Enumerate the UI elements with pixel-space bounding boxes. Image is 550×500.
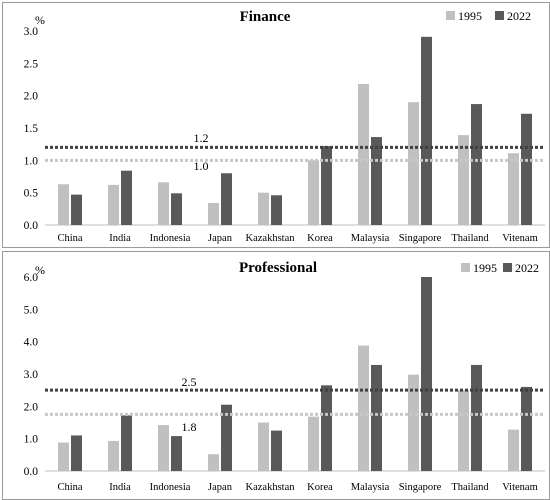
- ref-line-label-1995: 1.0: [194, 159, 209, 173]
- bar-2022-singapore: [421, 36, 432, 225]
- y-tick-label: 0.0: [24, 466, 39, 478]
- y-tick-label: 1.5: [24, 123, 39, 135]
- bar-1995-malaysia: [358, 345, 369, 471]
- legend-swatch-2022: [503, 263, 512, 272]
- chart-title: Professional: [239, 260, 317, 276]
- bar-1995-singapore: [408, 374, 419, 471]
- bar-1995-malaysia: [358, 84, 369, 225]
- bar-2022-japan: [221, 173, 232, 225]
- bar-2022-japan: [221, 404, 232, 471]
- y-tick-label: 1.0: [24, 434, 39, 446]
- bar-1995-india: [108, 440, 119, 471]
- x-category-label: Vitenam: [502, 482, 538, 493]
- x-category-label: Vitenam: [502, 233, 538, 244]
- x-category-label: China: [57, 233, 82, 244]
- legend-swatch-1995: [446, 11, 455, 20]
- bar-2022-kazakhstan: [271, 430, 282, 471]
- legend-label-2022: 2022: [507, 9, 531, 23]
- bar-1995-vitenam: [508, 153, 519, 225]
- bar-2022-vitenam: [521, 386, 532, 471]
- bar-1995-indonesia: [158, 425, 169, 471]
- ref-line-label-1995: 1.8: [182, 420, 197, 434]
- x-category-label: Kazakhstan: [246, 482, 296, 493]
- x-category-label: Malaysia: [351, 233, 390, 244]
- y-tick-label: 3.0: [24, 26, 39, 38]
- x-category-label: Thailand: [451, 233, 489, 244]
- legend-swatch-2022: [495, 11, 504, 20]
- x-category-label: Indonesia: [150, 482, 191, 493]
- x-category-label: Kazakhstan: [246, 233, 296, 244]
- x-category-label: Korea: [307, 482, 333, 493]
- x-category-label: Malaysia: [351, 482, 390, 493]
- x-category-label: Singapore: [399, 233, 442, 244]
- x-category-label: India: [109, 482, 131, 493]
- bar-2022-china: [71, 435, 82, 471]
- bar-1995-kazakhstan: [258, 192, 269, 225]
- bar-1995-indonesia: [158, 182, 169, 225]
- y-tick-label: 0.5: [24, 188, 39, 200]
- bar-2022-india: [121, 415, 132, 471]
- bar-2022-malaysia: [371, 364, 382, 471]
- bar-1995-japan: [208, 454, 219, 471]
- y-tick-label: 2.5: [24, 58, 39, 70]
- y-tick-label: 1.0: [24, 155, 39, 167]
- y-tick-label: 0.0: [24, 220, 39, 232]
- bar-2022-china: [71, 194, 82, 225]
- bar-2022-thailand: [471, 104, 482, 225]
- y-tick-label: 6.0: [24, 272, 39, 284]
- legend-swatch-1995: [461, 263, 470, 272]
- bar-2022-kazakhstan: [271, 195, 282, 225]
- bar-1995-korea: [308, 160, 319, 225]
- x-category-label: Thailand: [451, 482, 489, 493]
- professional-chart: 0.0 1.0 2.0 3.0 4.0 5.0 6.0 China India Indonesia…: [24, 260, 545, 493]
- finance-chart: 0.0 0.5 1.0 1.5 2.0 2.5 3.0 China India Indonesia…: [24, 9, 545, 244]
- y-tick-label: 4.0: [24, 337, 39, 349]
- bar-2022-korea: [321, 385, 332, 471]
- bar-2022-korea: [321, 146, 332, 225]
- y-unit-label: %: [35, 263, 45, 277]
- bar-1995-vitenam: [508, 429, 519, 471]
- bar-1995-china: [58, 184, 69, 225]
- x-category-label: Korea: [307, 233, 333, 244]
- bar-1995-japan: [208, 203, 219, 225]
- x-category-label: Japan: [208, 233, 233, 244]
- bar-1995-korea: [308, 416, 319, 471]
- finance-chart-panel: 0.0 0.5 1.0 1.5 2.0 2.5 3.0 China India Indonesia…: [2, 2, 550, 248]
- y-tick-label: 2.0: [24, 91, 39, 103]
- professional-chart-panel: 0.0 1.0 2.0 3.0 4.0 5.0 6.0 China India Indonesia…: [2, 251, 550, 500]
- bar-1995-china: [58, 442, 69, 471]
- bar-2022-singapore: [421, 277, 432, 471]
- x-category-label: Singapore: [399, 482, 442, 493]
- bar-1995-thailand: [458, 390, 469, 471]
- y-tick-label: 3.0: [24, 369, 39, 381]
- legend-label-1995: 1995: [458, 9, 482, 23]
- x-category-label: India: [109, 233, 131, 244]
- bar-2022-indonesia: [171, 436, 182, 471]
- legend-label-1995: 1995: [473, 261, 497, 275]
- x-category-label: Indonesia: [150, 233, 191, 244]
- ref-line-label-2022: 1.2: [194, 131, 209, 145]
- chart-title: Finance: [240, 9, 291, 25]
- y-tick-label: 5.0: [24, 304, 39, 316]
- y-unit-label: %: [35, 13, 45, 27]
- x-category-label: China: [57, 482, 82, 493]
- bar-1995-kazakhstan: [258, 422, 269, 471]
- bar-1995-singapore: [408, 102, 419, 225]
- ref-line-label-2022: 2.5: [182, 375, 197, 389]
- bar-2022-malaysia: [371, 137, 382, 225]
- bar-2022-indonesia: [171, 193, 182, 225]
- x-category-label: Japan: [208, 482, 233, 493]
- bar-1995-thailand: [458, 135, 469, 225]
- bar-2022-vitenam: [521, 113, 532, 225]
- bar-2022-india: [121, 170, 132, 225]
- y-tick-label: 2.0: [24, 401, 39, 413]
- legend-label-2022: 2022: [515, 261, 539, 275]
- bar-1995-india: [108, 184, 119, 225]
- bar-2022-thailand: [471, 364, 482, 471]
